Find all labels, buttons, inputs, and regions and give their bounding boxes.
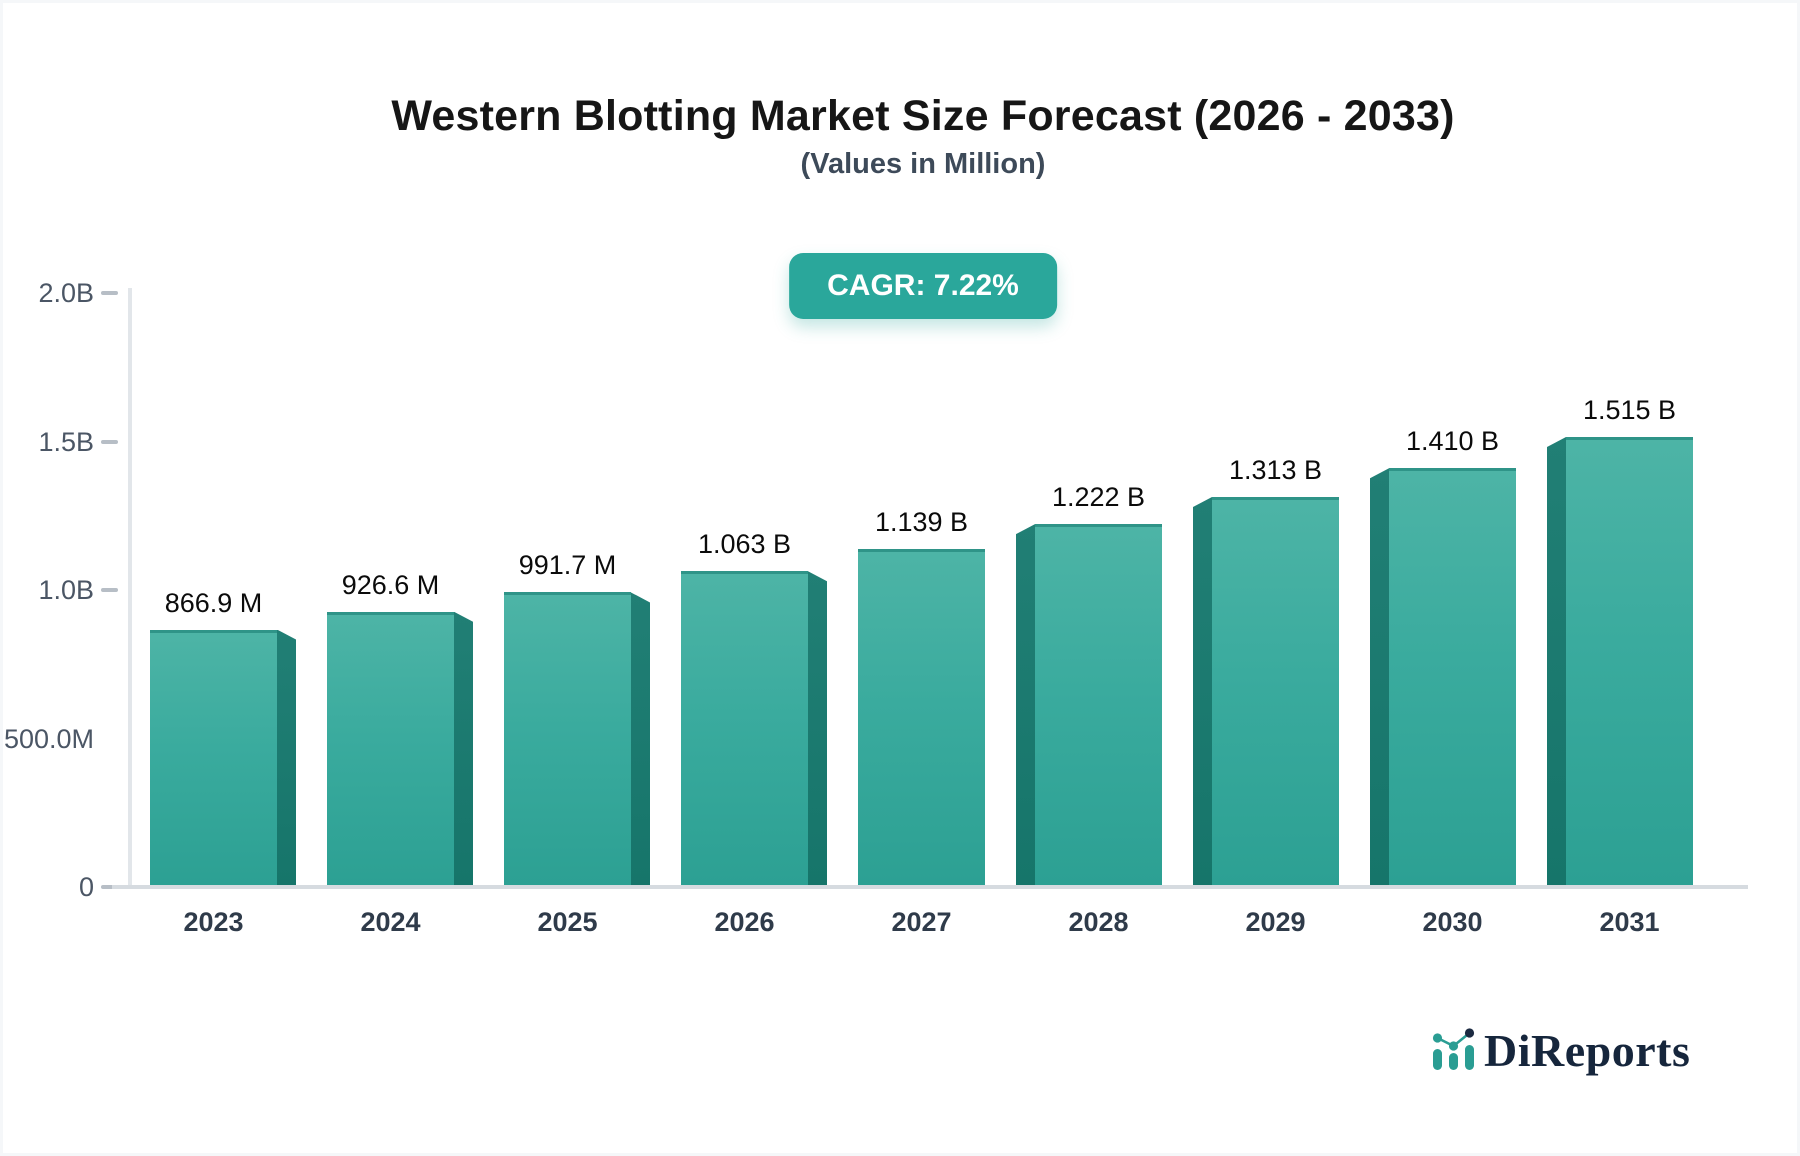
bar-side xyxy=(1547,437,1566,887)
y-tick-label: 500.0M xyxy=(3,723,94,754)
bar xyxy=(1389,468,1516,887)
x-tick-label: 2031 xyxy=(1599,907,1660,937)
chart-subtitle: (Values in Million) xyxy=(800,148,1046,180)
x-tick-label: 2023 xyxy=(183,907,244,937)
brand-logo-text: DiReports xyxy=(1484,1025,1691,1076)
bar-value-label: 1.313 B xyxy=(1228,455,1323,486)
y-tick-dash xyxy=(101,439,118,444)
bar-value-label: 1.063 B xyxy=(697,529,792,560)
bar-side xyxy=(808,571,827,887)
bar-side xyxy=(454,611,473,887)
bar-side xyxy=(1016,524,1035,887)
bar-value-label: 1.410 B xyxy=(1405,426,1500,457)
x-tick-label: 2024 xyxy=(360,907,421,937)
y-tick-dash xyxy=(101,885,118,889)
brand-logo: DiReports xyxy=(1430,1022,1690,1074)
x-tick-label: 2025 xyxy=(537,907,598,937)
bar xyxy=(1035,524,1162,887)
bar xyxy=(150,629,277,887)
bar xyxy=(1212,497,1339,887)
y-tick-dash xyxy=(101,588,118,592)
y-tick-dash xyxy=(101,291,118,295)
y-axis-line xyxy=(128,288,132,889)
bar xyxy=(1566,437,1693,887)
x-tick-label: 2030 xyxy=(1422,907,1483,937)
bar-side xyxy=(631,592,650,887)
y-tick-label: 0 xyxy=(78,872,94,902)
x-tick-label: 2026 xyxy=(714,907,775,937)
bar-value-label: 991.7 M xyxy=(518,550,617,581)
y-tick-label: 1.5B xyxy=(38,426,94,457)
x-tick-label: 2027 xyxy=(891,907,952,937)
chart-title: Western Blotting Market Size Forecast (2… xyxy=(391,92,1455,140)
x-tick-label: 2028 xyxy=(1068,907,1129,937)
brand-logo-chart-icon xyxy=(1432,1028,1475,1070)
bar xyxy=(327,611,454,887)
bar-side xyxy=(1193,497,1212,887)
bar xyxy=(858,548,985,887)
y-tick-label: 2.0B xyxy=(38,278,94,308)
bar-side xyxy=(277,629,296,887)
bar-side xyxy=(1370,468,1389,887)
bar-value-label: 866.9 M xyxy=(164,587,263,618)
x-axis-line xyxy=(112,885,1748,889)
bar-value-label: 1.139 B xyxy=(874,506,969,537)
y-tick-label: 1.0B xyxy=(38,575,94,605)
bar-value-label: 1.515 B xyxy=(1582,395,1677,426)
bar-value-label: 1.222 B xyxy=(1051,482,1146,513)
bar xyxy=(504,592,631,887)
cagr-badge: CAGR: 7.22% xyxy=(789,253,1057,319)
x-tick-label: 2029 xyxy=(1245,907,1306,937)
bar xyxy=(681,571,808,887)
bar-value-label: 926.6 M xyxy=(341,569,440,600)
